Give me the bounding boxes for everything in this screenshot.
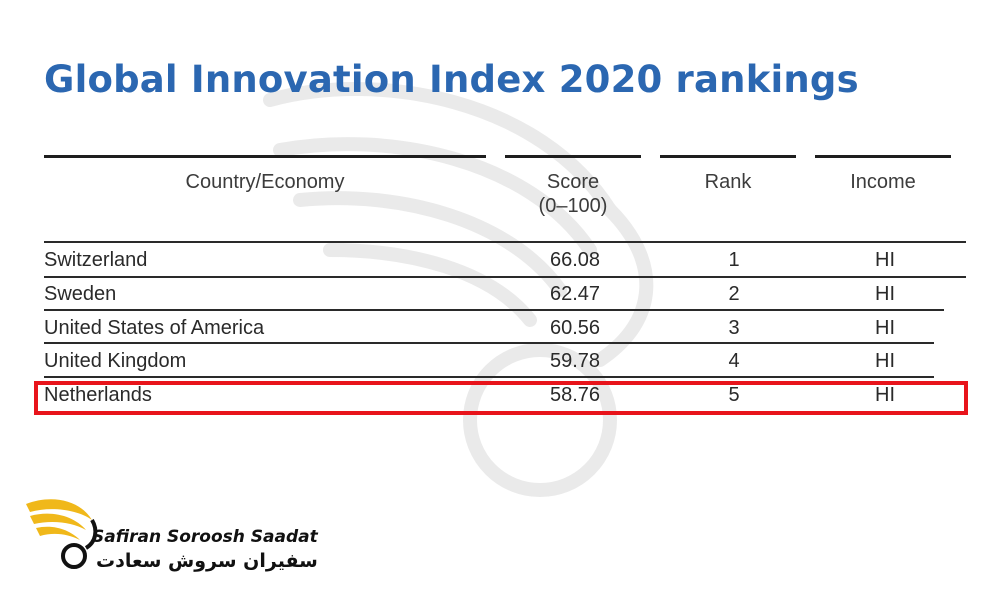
- rank-header-label: Rank: [704, 171, 752, 193]
- brand-logo-icon: [26, 499, 98, 569]
- country-cell: Netherlands: [44, 384, 152, 406]
- score-cell: 60.56: [549, 317, 601, 339]
- table-row: United Kingdom 59.78 4 HI: [0, 345, 1000, 378]
- income-cell: HI: [875, 384, 895, 406]
- row-divider: [44, 376, 934, 378]
- brand-name-persian: سفیران سروش سعادت: [96, 550, 318, 572]
- country-cell: United Kingdom: [44, 350, 187, 372]
- column-header-country: Country/Economy: [44, 170, 486, 194]
- score-cell: 66.08: [549, 249, 601, 271]
- page-title: Global Innovation Index 2020 rankings: [44, 58, 859, 101]
- score-header-label: Score: [546, 171, 600, 193]
- column-header-income: Income: [815, 170, 951, 194]
- header-bar-score: [505, 155, 641, 158]
- row-divider: [44, 241, 966, 243]
- row-divider: [44, 342, 934, 344]
- country-cell: United States of America: [44, 317, 265, 339]
- income-header-label: Income: [850, 171, 916, 193]
- row-divider: [44, 309, 944, 311]
- score-cell: 59.78: [549, 350, 601, 372]
- country-header-label: Country/Economy: [185, 171, 345, 193]
- table-row-highlighted: Netherlands 58.76 5 HI: [0, 379, 1000, 412]
- income-cell: HI: [875, 350, 895, 372]
- income-cell: HI: [875, 249, 895, 271]
- table-row: Sweden 62.47 2 HI: [0, 278, 1000, 311]
- column-header-score: Score (0–100): [505, 170, 641, 218]
- rank-cell: 5: [728, 384, 740, 406]
- column-header-rank: Rank: [660, 170, 796, 194]
- rank-cell: 3: [728, 317, 740, 339]
- score-header-range: (0–100): [538, 195, 608, 217]
- row-divider: [44, 276, 966, 278]
- header-bar-income: [815, 155, 951, 158]
- country-cell: Sweden: [44, 283, 117, 305]
- highlight-box: [34, 381, 968, 415]
- income-cell: HI: [875, 283, 895, 305]
- brand-name-english: Safiran Soroosh Saadat: [92, 527, 318, 547]
- header-bar-country: [44, 155, 486, 158]
- header-bar-rank: [660, 155, 796, 158]
- rank-cell: 1: [728, 249, 740, 271]
- rank-cell: 2: [728, 283, 740, 305]
- score-cell: 58.76: [549, 384, 601, 406]
- score-cell: 62.47: [549, 283, 601, 305]
- table-row: United States of America 60.56 3 HI: [0, 312, 1000, 345]
- table-row: Switzerland 66.08 1 HI: [0, 244, 1000, 277]
- income-cell: HI: [875, 317, 895, 339]
- country-cell: Switzerland: [44, 249, 148, 271]
- rank-cell: 4: [728, 350, 740, 372]
